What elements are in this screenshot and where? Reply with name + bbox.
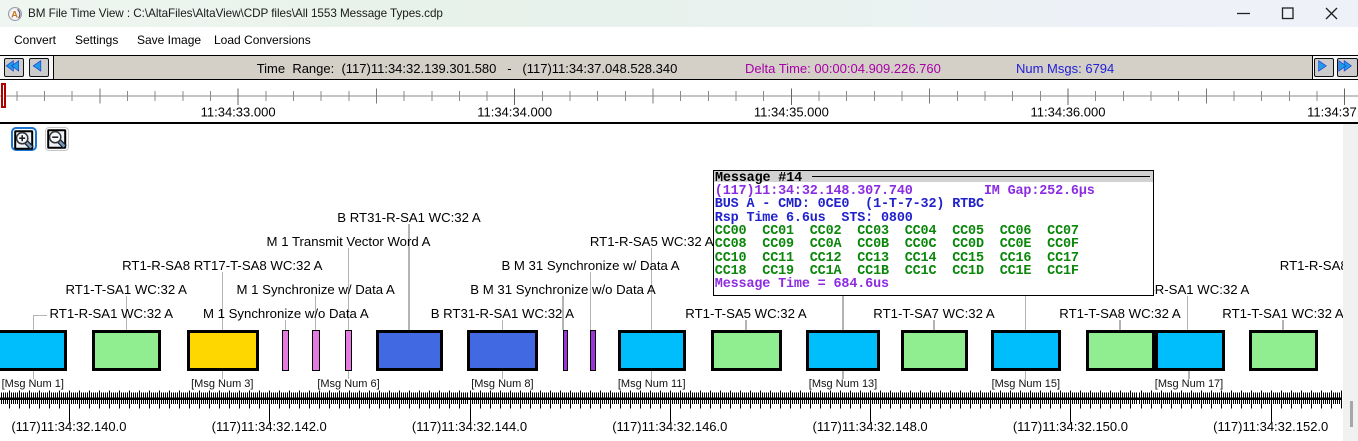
svg-text:(117)11:34:32.146.0: (117)11:34:32.146.0 (612, 419, 727, 434)
svg-text:11:34:36.000: 11:34:36.000 (1031, 105, 1106, 120)
svg-text:(117)11:34:32.144.0: (117)11:34:32.144.0 (412, 419, 527, 434)
svg-text:11:34:37.000: 11:34:37.000 (1307, 105, 1358, 120)
svg-text:(117)11:34:32.148.0: (117)11:34:32.148.0 (813, 419, 928, 434)
svg-text:(117)11:34:32.142.0: (117)11:34:32.142.0 (212, 419, 327, 434)
svg-text:11:34:35.000: 11:34:35.000 (754, 105, 829, 120)
svg-text:11:34:33.000: 11:34:33.000 (201, 105, 276, 120)
svg-text:(117)11:34:32.150.0: (117)11:34:32.150.0 (1013, 419, 1128, 434)
svg-text:(117)11:34:32.152.0: (117)11:34:32.152.0 (1213, 419, 1328, 434)
svg-text:(117)11:34:32.140.0: (117)11:34:32.140.0 (11, 419, 126, 434)
svg-text:A: A (11, 9, 18, 20)
svg-text:11:34:34.000: 11:34:34.000 (477, 105, 552, 120)
